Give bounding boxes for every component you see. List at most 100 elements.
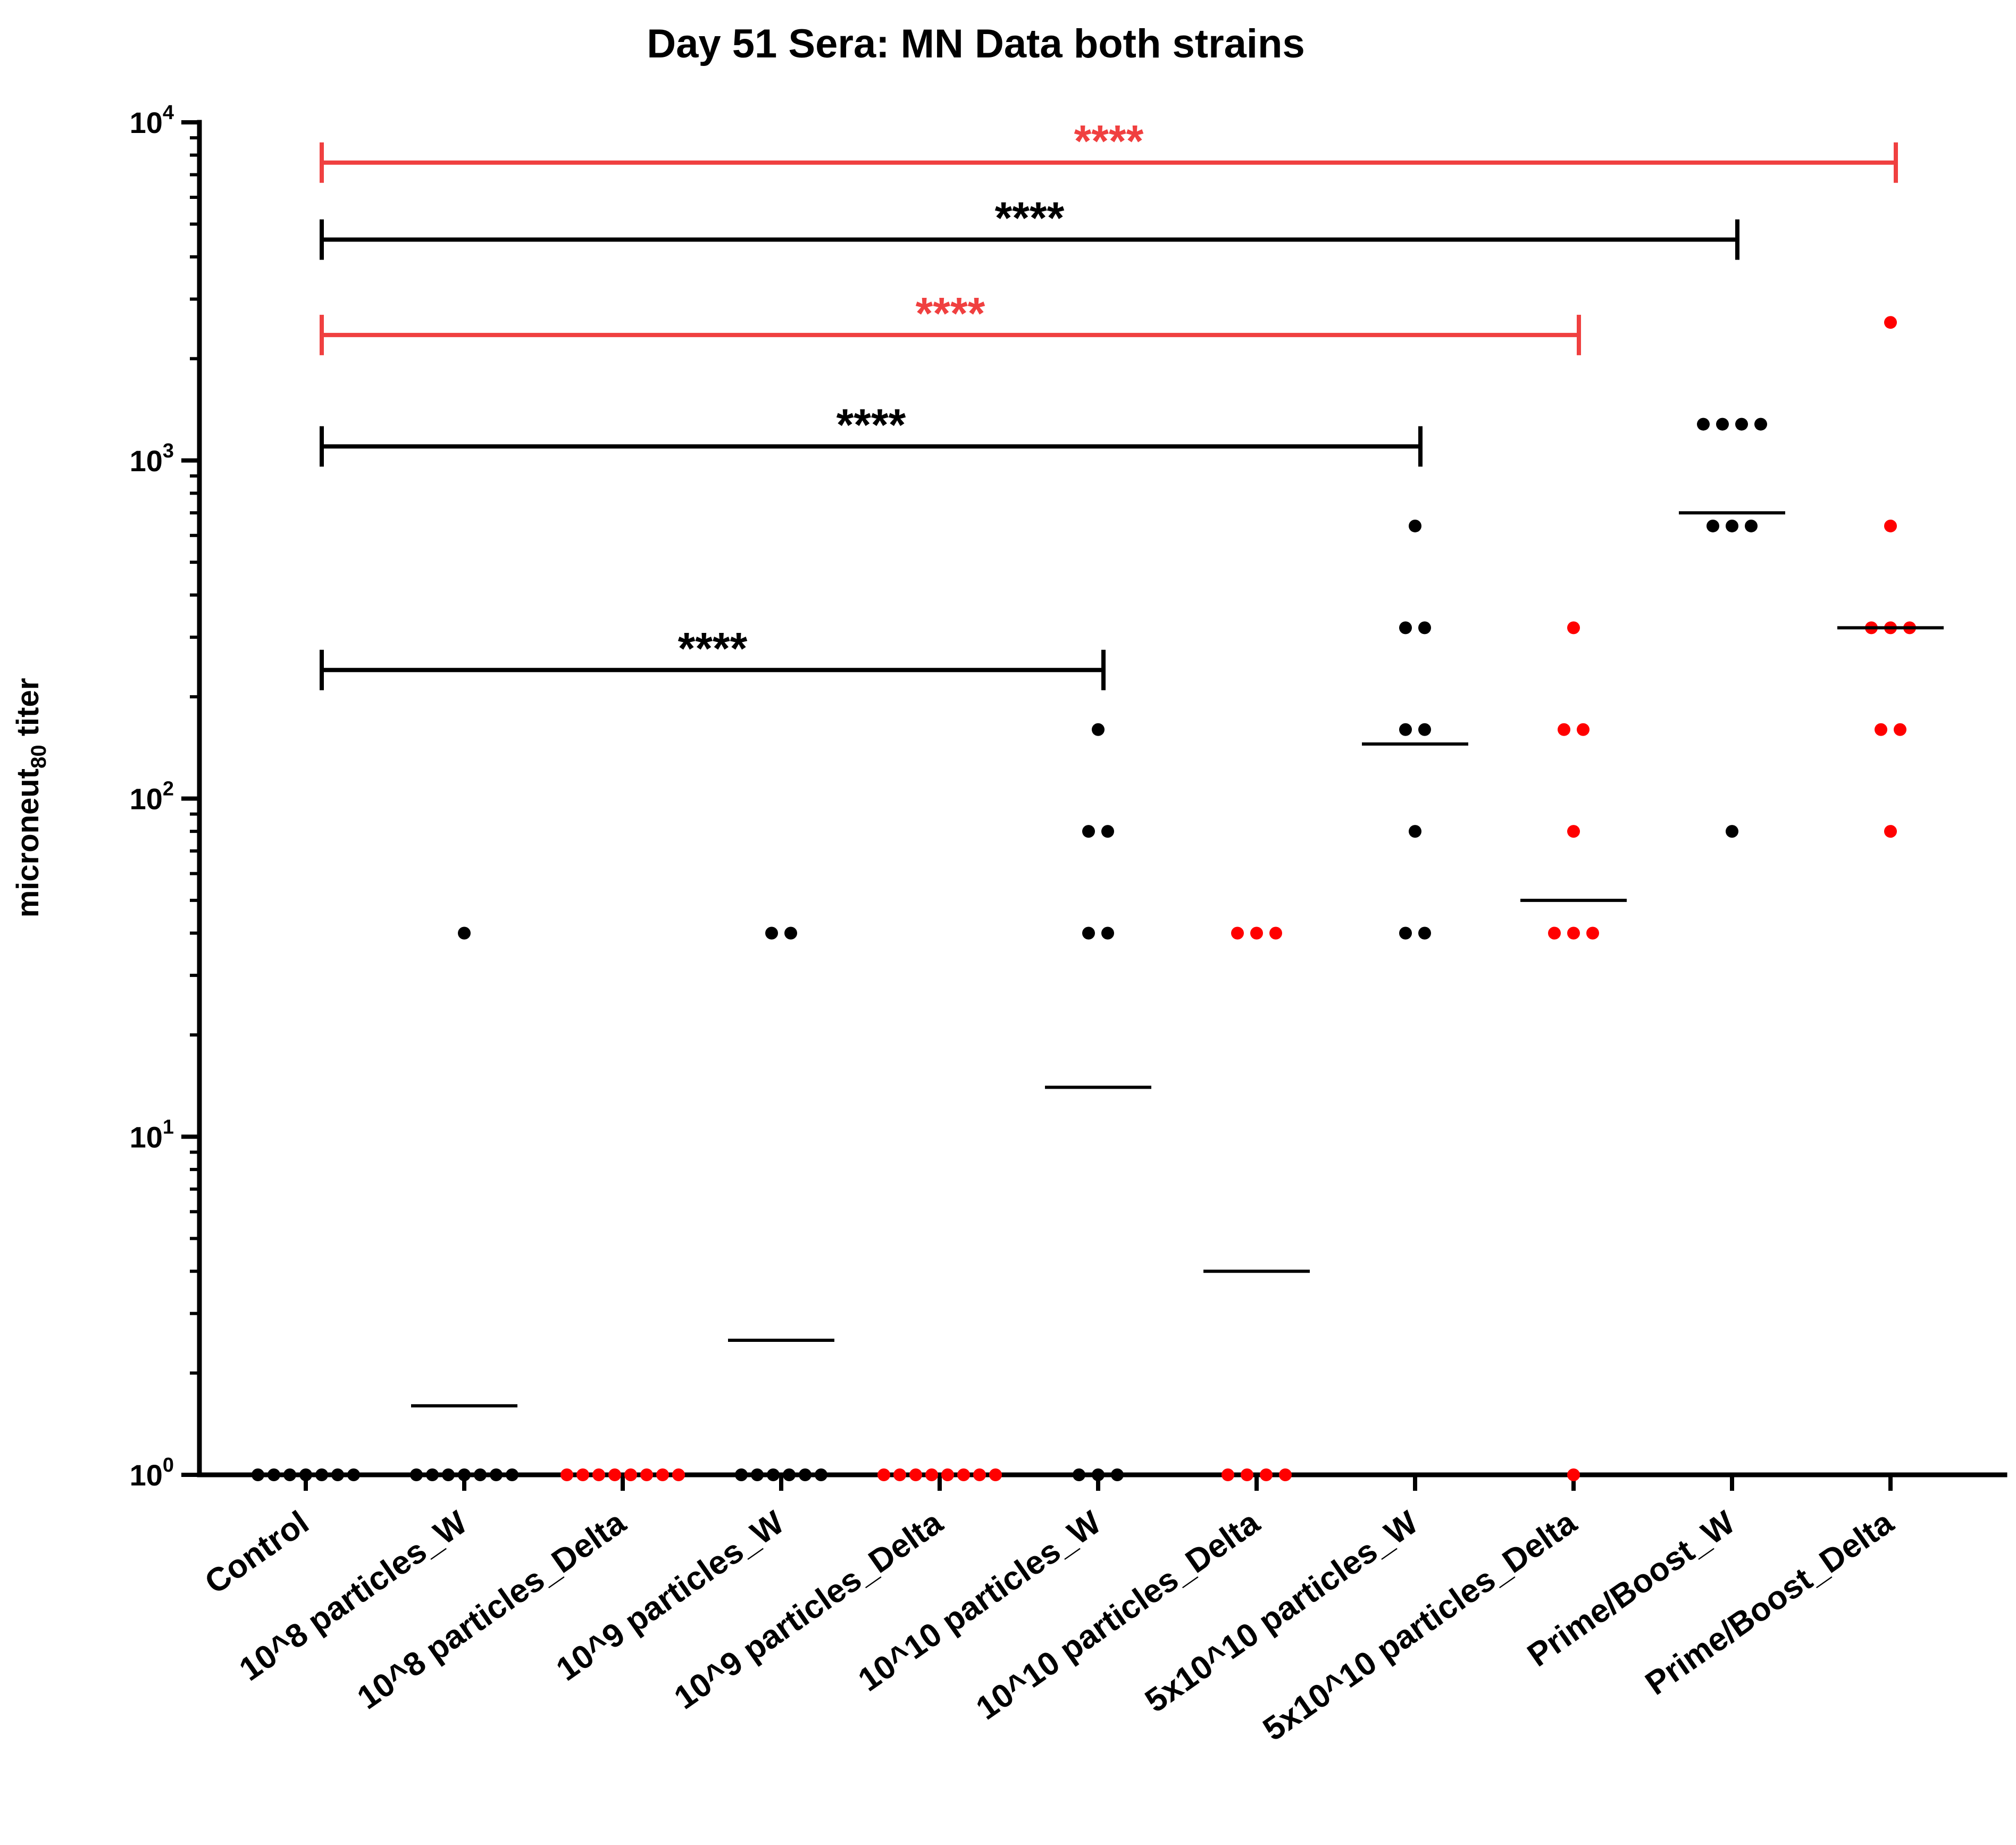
data-point bbox=[1082, 825, 1095, 838]
data-point bbox=[1399, 723, 1412, 736]
y-tick-base: 10 bbox=[130, 1458, 163, 1492]
data-point bbox=[506, 1468, 518, 1481]
significance-label: **** bbox=[1074, 116, 1144, 166]
x-tick-label: 5x10^10 particles_W bbox=[1139, 1504, 1425, 1720]
x-tick-label: 10^10 particles_Delta bbox=[969, 1504, 1266, 1727]
data-point bbox=[815, 1468, 827, 1481]
data-point bbox=[624, 1468, 637, 1481]
data-point bbox=[1092, 1468, 1105, 1481]
data-point bbox=[1894, 723, 1906, 736]
data-point bbox=[1567, 926, 1580, 940]
y-tick-base: 10 bbox=[130, 444, 163, 478]
data-point bbox=[1745, 519, 1758, 532]
significance-label: **** bbox=[916, 288, 985, 338]
x-tick-label: 10^9 particles_Delta bbox=[668, 1504, 950, 1717]
data-point bbox=[576, 1468, 589, 1481]
y-tick-label: 102 bbox=[130, 778, 174, 816]
data-point bbox=[1884, 519, 1897, 532]
data-point bbox=[784, 926, 797, 940]
data-point bbox=[1250, 926, 1263, 940]
y-tick-exponent: 2 bbox=[163, 778, 174, 800]
data-point bbox=[347, 1468, 360, 1481]
data-point bbox=[1092, 723, 1105, 736]
data-point bbox=[561, 1468, 573, 1481]
data-point bbox=[1399, 621, 1412, 635]
data-point bbox=[410, 1468, 423, 1481]
data-point bbox=[608, 1468, 621, 1481]
data-point bbox=[909, 1468, 922, 1481]
data-point bbox=[474, 1468, 487, 1481]
y-axis-label: microneut80 titer bbox=[11, 678, 51, 918]
data-point bbox=[1586, 926, 1599, 940]
data-point bbox=[799, 1468, 812, 1481]
data-point bbox=[1875, 723, 1887, 736]
data-point bbox=[315, 1468, 328, 1481]
data-point bbox=[656, 1468, 669, 1481]
data-point bbox=[1558, 723, 1570, 736]
data-point bbox=[1418, 621, 1431, 635]
data-point bbox=[1222, 1468, 1234, 1481]
data-point bbox=[941, 1468, 954, 1481]
data-point bbox=[767, 1468, 780, 1481]
data-point bbox=[458, 1468, 471, 1481]
data-point bbox=[1884, 316, 1897, 329]
data-point bbox=[1577, 723, 1590, 736]
y-tick-base: 10 bbox=[130, 106, 163, 139]
significance-label: **** bbox=[836, 399, 906, 449]
y-axis-label-suffix: titer bbox=[11, 678, 45, 745]
y-tick-exponent: 4 bbox=[163, 102, 174, 124]
data-point bbox=[1231, 926, 1244, 940]
data-point bbox=[1418, 926, 1431, 940]
y-axis-label-main: microneut bbox=[11, 769, 45, 917]
data-point bbox=[592, 1468, 605, 1481]
data-point bbox=[735, 1468, 748, 1481]
y-tick-exponent: 3 bbox=[163, 440, 174, 462]
data-point bbox=[490, 1468, 503, 1481]
data-point bbox=[1269, 926, 1282, 940]
y-tick-label: 101 bbox=[130, 1116, 174, 1154]
data-point bbox=[925, 1468, 938, 1481]
data-point bbox=[640, 1468, 653, 1481]
y-tick-base: 10 bbox=[130, 782, 163, 816]
data-point bbox=[1567, 621, 1580, 635]
data-point bbox=[1399, 926, 1412, 940]
data-point bbox=[877, 1468, 890, 1481]
data-point bbox=[751, 1468, 764, 1481]
data-point bbox=[1716, 418, 1729, 431]
data-point bbox=[1073, 1468, 1085, 1481]
data-point bbox=[1726, 519, 1738, 532]
y-tick-label: 104 bbox=[130, 102, 174, 139]
data-point bbox=[1418, 723, 1431, 736]
data-point bbox=[267, 1468, 280, 1481]
data-point bbox=[1726, 825, 1738, 838]
data-point bbox=[1567, 1468, 1580, 1481]
significance-label: **** bbox=[995, 193, 1065, 243]
chart-title: Day 51 Sera: MN Data both strains bbox=[647, 21, 1305, 66]
data-point bbox=[458, 926, 471, 940]
data-point bbox=[1101, 926, 1114, 940]
data-point bbox=[1111, 1468, 1124, 1481]
x-tick-label: 5x10^10 particles_Delta bbox=[1257, 1504, 1584, 1748]
data-point bbox=[299, 1468, 312, 1481]
significance-label: **** bbox=[678, 623, 748, 673]
data-point bbox=[765, 926, 778, 940]
data-point bbox=[1548, 926, 1561, 940]
data-point bbox=[331, 1468, 344, 1481]
data-point bbox=[1697, 418, 1710, 431]
data-point bbox=[1409, 519, 1421, 532]
data-point bbox=[1735, 418, 1748, 431]
y-tick-exponent: 1 bbox=[163, 1116, 174, 1138]
data-point bbox=[1409, 825, 1421, 838]
data-point bbox=[1241, 1468, 1253, 1481]
data-point bbox=[1082, 926, 1095, 940]
data-point bbox=[1260, 1468, 1273, 1481]
data-point bbox=[973, 1468, 986, 1481]
x-tick-label: 10^8 particles_Delta bbox=[351, 1504, 633, 1717]
data-point bbox=[442, 1468, 455, 1481]
data-point bbox=[783, 1468, 796, 1481]
data-point bbox=[672, 1468, 685, 1481]
data-point bbox=[1279, 1468, 1292, 1481]
